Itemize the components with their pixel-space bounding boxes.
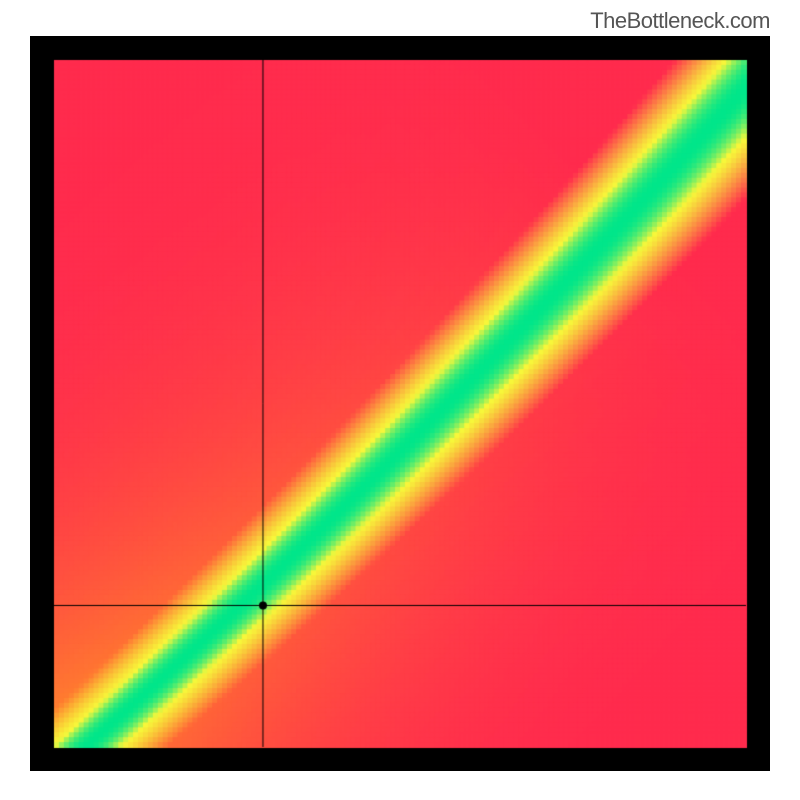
chart-frame [30,36,770,771]
chart-container: TheBottleneck.com [0,0,800,800]
bottleneck-heatmap [30,36,770,771]
attribution-text: TheBottleneck.com [590,8,770,34]
